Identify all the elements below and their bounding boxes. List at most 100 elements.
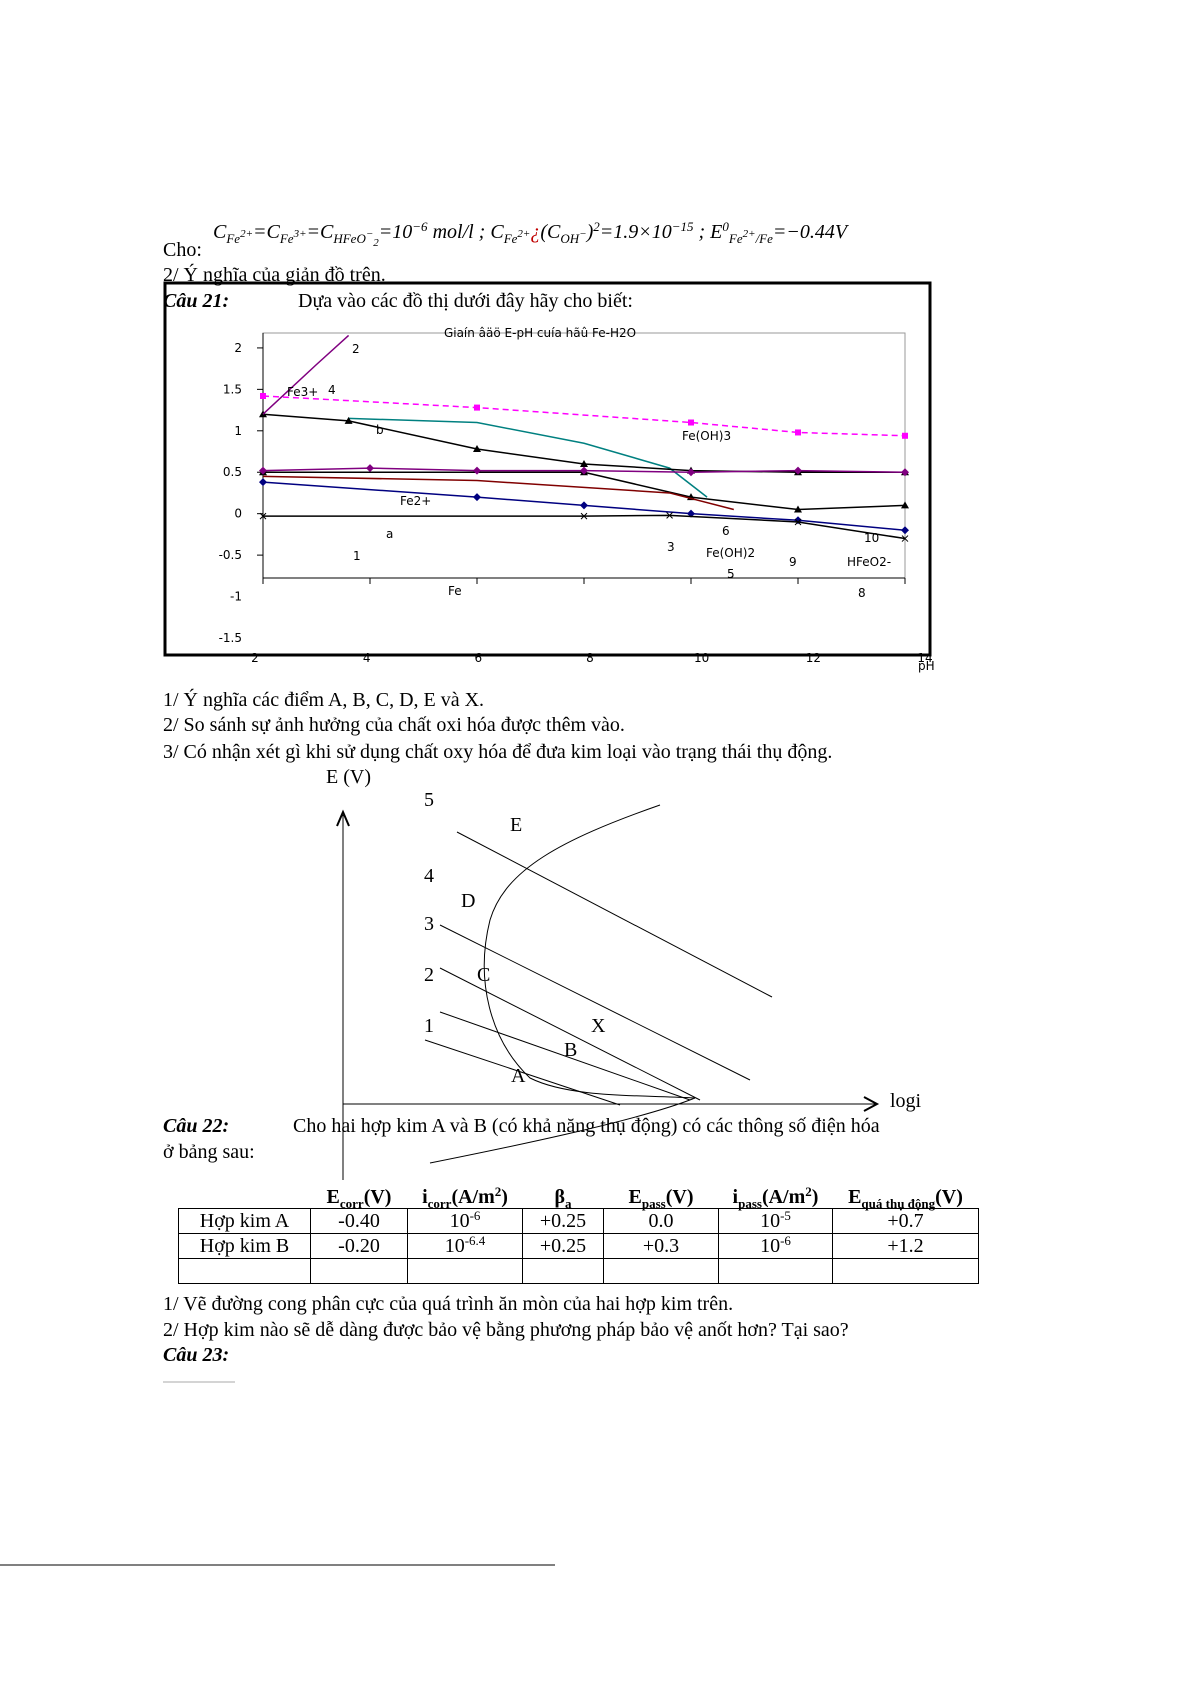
series-line [348, 417, 708, 498]
table-cell: +0.3 [603, 1233, 719, 1259]
text-run: a [565, 1195, 572, 1211]
text-run: − [579, 228, 587, 241]
oxidant-line [439, 1011, 691, 1101]
text-run: 10 [760, 1235, 781, 1257]
point-label: D [461, 890, 475, 912]
text-run: 10 [444, 1235, 465, 1257]
marker [902, 432, 908, 439]
region-label: 8 [858, 586, 866, 600]
marker [901, 535, 909, 542]
polarization-curve [429, 804, 696, 1164]
text-run: =C [306, 221, 334, 243]
text-run: −15 [671, 218, 694, 234]
text-run: =10 [378, 221, 413, 243]
header-cell: Epass(V) [604, 1186, 719, 1211]
region-label: Fe3+ [287, 385, 318, 399]
text-run: E [628, 1186, 642, 1208]
level-label: 2 [424, 964, 434, 986]
marker [794, 505, 802, 513]
marker [259, 466, 267, 475]
point-label: A [511, 1065, 526, 1087]
y-tick-label: 0 [234, 507, 242, 521]
region-label: 1 [353, 549, 361, 563]
table-cell: Hợp kim B [178, 1233, 311, 1259]
text-run: -6 [780, 1232, 791, 1248]
header-cell: Ecorr(V) [311, 1186, 408, 1210]
text-run: HFeO [333, 230, 366, 246]
text-run: E [848, 1186, 862, 1208]
text-run: 2 [593, 218, 600, 234]
header-cell [179, 1186, 311, 1209]
text-run: i [732, 1186, 739, 1208]
text-run: pass [641, 1195, 666, 1211]
marker [901, 468, 909, 477]
y-tick-label: 1 [234, 424, 242, 438]
table-cell [178, 1258, 311, 1284]
text-run: (C [540, 221, 561, 243]
point-label: E [510, 814, 522, 836]
level-label: 5 [424, 789, 434, 811]
text-run: 10 [449, 1210, 470, 1232]
x-tick-label: 10 [694, 651, 709, 665]
marker [344, 416, 353, 424]
series-line [263, 514, 906, 540]
text-run: ) [811, 1186, 819, 1208]
region-label: 9 [789, 555, 797, 569]
series-line [262, 475, 734, 511]
text-run: Fe [503, 230, 518, 246]
table-row [178, 1258, 979, 1284]
table-cell: 10-5 [718, 1208, 833, 1234]
table-cell: -0.20 [310, 1233, 408, 1259]
text-run: -6.4 [464, 1232, 486, 1248]
x-tick-label: 4 [363, 651, 371, 665]
header-cell: βa [523, 1186, 604, 1211]
y-tick-label: 1.5 [223, 382, 242, 396]
y-tick-label: 0.5 [223, 465, 242, 479]
text-run: (V) [935, 1186, 963, 1208]
question-item: 1/ Ý nghĩa các điểm A, B, C, D, E và X. [163, 689, 485, 711]
marker [366, 464, 374, 473]
region-label: 2 [352, 342, 360, 356]
given-label: Cho: [163, 239, 202, 261]
text-run: ) [586, 221, 594, 243]
text-run: 2 [805, 1183, 812, 1199]
table-cell: +1.2 [832, 1233, 979, 1259]
table-cell: 10-6 [718, 1232, 833, 1259]
x-tick-label: 8 [586, 651, 594, 665]
marker [580, 466, 588, 475]
text-run: =1.9×10 [599, 221, 672, 243]
table-row: Hợp kim B -0.20 10-6.4 +0.25 +0.3 10-6 +1.2 [178, 1232, 979, 1259]
text-run: 2 [373, 236, 379, 249]
point-label: B [564, 1039, 577, 1061]
text-run: OH [560, 230, 580, 246]
text-run: ) [501, 1186, 508, 1208]
text-run: -6 [469, 1207, 481, 1223]
marker [794, 466, 802, 475]
question-item: 1/ Vẽ đường cong phân cực của quá trình … [163, 1293, 734, 1315]
y-axis-label: E (V) [326, 766, 371, 788]
text-run: Fe [279, 230, 294, 246]
region-label: 10 [864, 531, 879, 545]
marker [473, 493, 481, 502]
marker [688, 419, 694, 426]
text-run: 2+ [742, 228, 756, 241]
question-item: 3/ Có nhận xét gì khi sử dụng chất oxy h… [163, 741, 833, 763]
marker [794, 518, 802, 526]
question-label: Câu 23: [163, 1344, 230, 1366]
marker [260, 392, 266, 399]
y-tick-label: 2 [234, 341, 242, 355]
marker [474, 404, 480, 411]
table-cell [603, 1258, 719, 1284]
y-tick-label: -1.5 [219, 631, 242, 645]
question-text: ở bảng sau: [163, 1141, 255, 1163]
text-run: E [326, 1186, 340, 1208]
marker [259, 512, 267, 520]
oxidant-line [439, 967, 701, 1101]
question-label: Câu 21: [163, 290, 230, 312]
region-label: 4 [328, 383, 336, 397]
level-label: 3 [424, 913, 434, 935]
level-label: 4 [424, 865, 434, 887]
marker [580, 501, 588, 510]
marker [901, 526, 909, 535]
